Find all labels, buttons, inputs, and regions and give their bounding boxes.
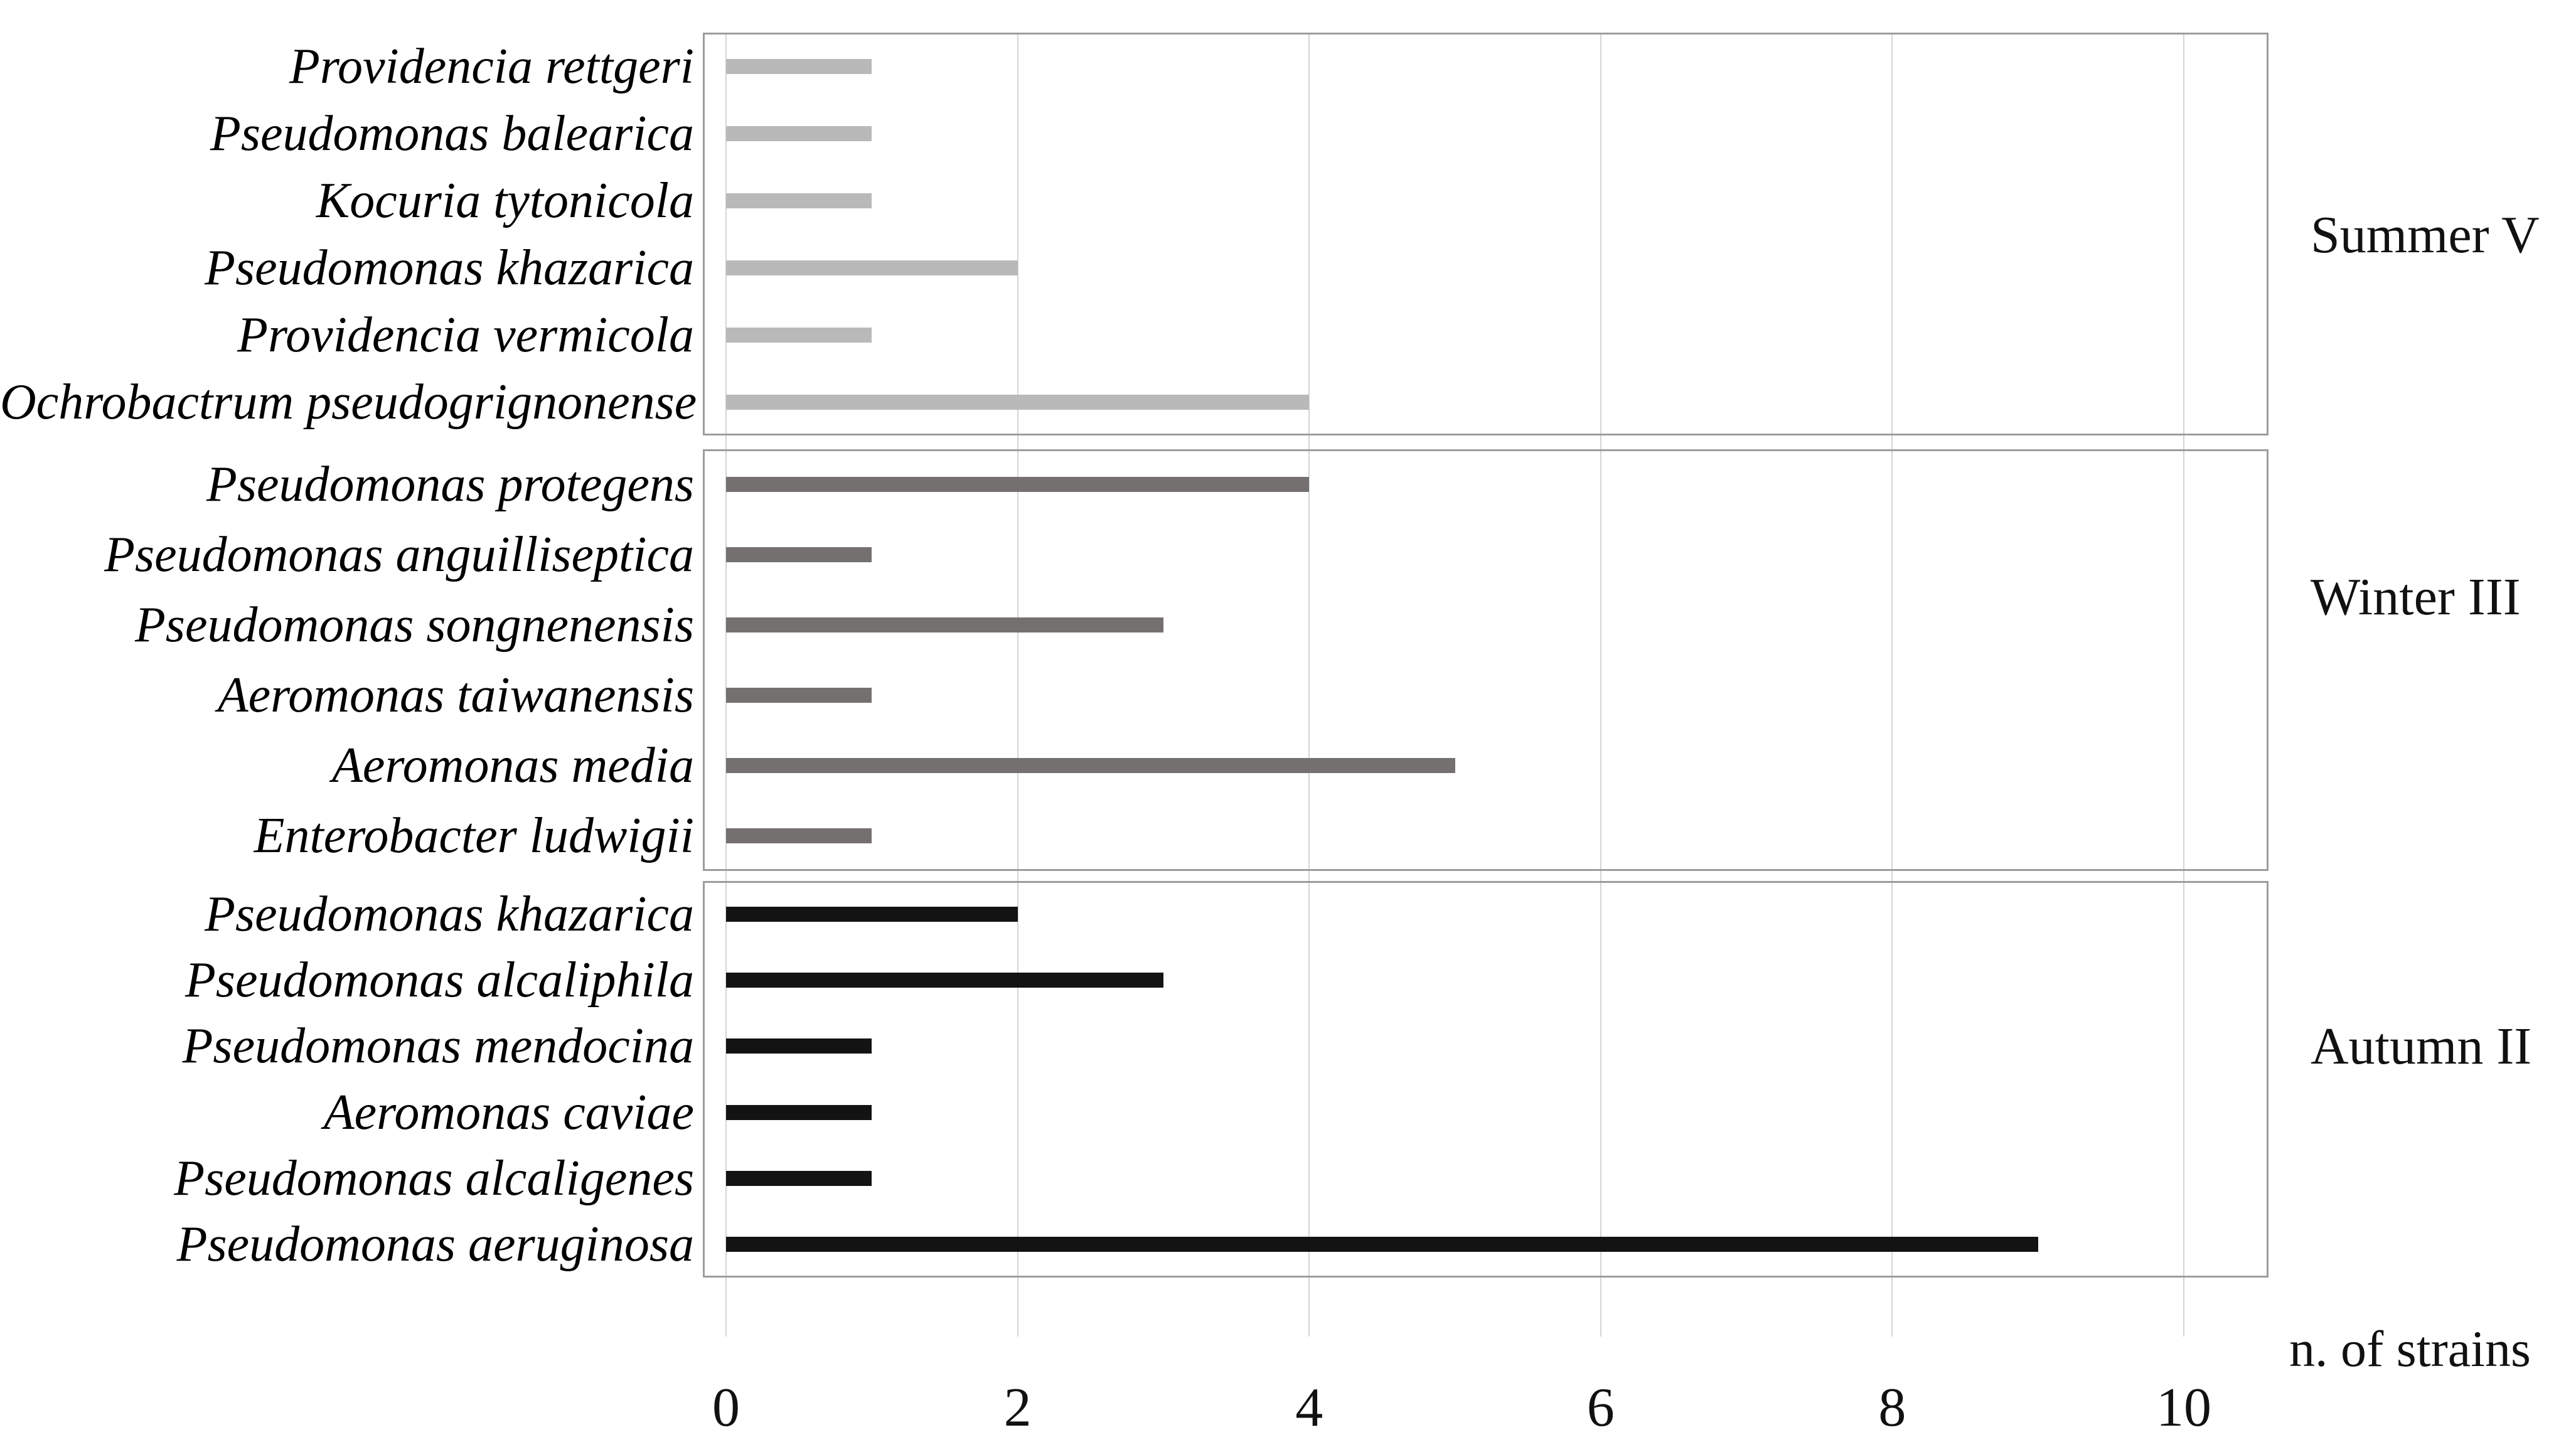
category-label-pseudomonas-khazarica-autumn-ii: Pseudomonas khazarica [205, 886, 694, 942]
category-label-pseudomonas-alcaliphila-autumn-ii: Pseudomonas alcaliphila [184, 953, 694, 1008]
category-label-aeromonas-taiwanensis-winter-iii: Aeromonas taiwanensis [217, 668, 694, 723]
category-label-pseudomonas-balearica-summer-v: Pseudomonas balearica [210, 105, 694, 161]
bar-pseudomonas-khazarica-autumn-ii [726, 906, 1018, 922]
group-label-autumn-ii: Autumn II [2311, 1017, 2532, 1076]
panel-summer-v [703, 33, 2269, 435]
bar-ochrobactrum-pseudogrignonense-summer-v [726, 394, 1310, 410]
gridline-0 [725, 33, 727, 1337]
category-label-pseudomonas-aeruginosa-autumn-ii: Pseudomonas aeruginosa [176, 1217, 694, 1273]
category-label-aeromonas-caviae-autumn-ii: Aeromonas caviae [323, 1084, 694, 1140]
bar-kocuria-tytonicola-summer-v [726, 193, 872, 208]
gridline-2 [1017, 33, 1018, 1337]
category-label-providencia-vermicola-summer-v: Providencia vermicola [237, 307, 694, 363]
category-label-ochrobactrum-pseudogrignonense-summer-v: Ochrobactrum pseudogrignonense [0, 374, 697, 430]
category-label-pseudomonas-alcaligenes-autumn-ii: Pseudomonas alcaligenes [174, 1151, 694, 1206]
gridline-4 [1308, 33, 1310, 1337]
category-label-enterobacter-ludwigii-winter-iii: Enterobacter ludwigii [254, 808, 694, 863]
bar-pseudomonas-aeruginosa-autumn-ii [726, 1237, 2038, 1252]
category-label-aeromonas-media-winter-iii: Aeromonas media [332, 738, 694, 793]
bar-pseudomonas-mendocina-autumn-ii [726, 1038, 872, 1054]
x-tick-label-6: 6 [1586, 1377, 1615, 1438]
bar-pseudomonas-khazarica-summer-v [726, 260, 1018, 275]
bar-providencia-rettgeri-summer-v [726, 58, 872, 74]
gridline-6 [1600, 33, 1601, 1337]
bar-pseudomonas-balearica-summer-v [726, 125, 872, 141]
bar-providencia-vermicola-summer-v [726, 327, 872, 343]
category-label-pseudomonas-khazarica-summer-v: Pseudomonas khazarica [205, 240, 694, 296]
bar-pseudomonas-songnenensis-winter-iii [726, 617, 1163, 633]
category-label-pseudomonas-protegens-winter-iii: Pseudomonas protegens [206, 457, 694, 512]
category-label-pseudomonas-songnenensis-winter-iii: Pseudomonas songnenensis [134, 597, 694, 653]
bar-pseudomonas-alcaliphila-autumn-ii [726, 973, 1163, 988]
gridline-8 [1891, 33, 1893, 1337]
bar-enterobacter-ludwigii-winter-iii [726, 828, 872, 843]
category-label-pseudomonas-anguilliseptica-winter-iii: Pseudomonas anguilliseptica [104, 527, 694, 582]
x-axis-title: n. of strains [2289, 1320, 2531, 1377]
category-label-providencia-rettgeri-summer-v: Providencia rettgeri [289, 38, 694, 94]
x-tick-label-10: 10 [2156, 1377, 2211, 1438]
x-tick-label-0: 0 [712, 1377, 740, 1438]
bar-pseudomonas-anguilliseptica-winter-iii [726, 547, 872, 562]
group-label-summer-v: Summer V [2311, 206, 2540, 264]
bar-aeromonas-caviae-autumn-ii [726, 1104, 872, 1120]
x-tick-label-2: 2 [1003, 1377, 1032, 1438]
bar-aeromonas-taiwanensis-winter-iii [726, 688, 872, 703]
panel-autumn-ii [703, 881, 2269, 1278]
x-tick-label-4: 4 [1295, 1377, 1323, 1438]
category-label-kocuria-tytonicola-summer-v: Kocuria tytonicola [316, 173, 694, 228]
bar-pseudomonas-alcaligenes-autumn-ii [726, 1171, 872, 1186]
bar-aeromonas-media-winter-iii [726, 758, 1455, 773]
x-tick-label-8: 8 [1878, 1377, 1906, 1438]
gridline-10 [2183, 33, 2184, 1337]
category-label-pseudomonas-mendocina-autumn-ii: Pseudomonas mendocina [182, 1018, 694, 1074]
group-label-winter-iii: Winter III [2311, 568, 2521, 626]
panel-winter-iii [703, 449, 2269, 871]
bar-pseudomonas-protegens-winter-iii [726, 477, 1310, 492]
